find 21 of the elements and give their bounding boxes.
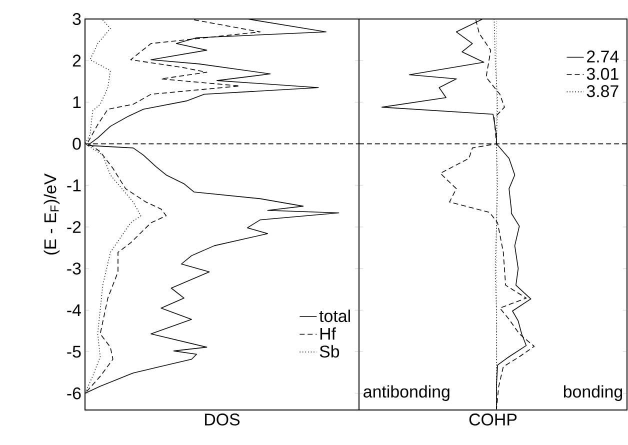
y-tick-label: -2 (67, 221, 81, 233)
legend-label: Sb (320, 345, 340, 358)
legend-label: total (319, 310, 350, 322)
y-tick-label: 0 (72, 138, 81, 150)
y-tick-label: 1 (73, 96, 81, 108)
y-axis-title: (E - E$_{F}$)/eV (44, 174, 60, 254)
legend-label: Hf (320, 327, 336, 340)
y-tick-label: 3 (72, 13, 81, 26)
y-tick-label: -6 (67, 387, 81, 400)
legend-label: 3.87 (586, 85, 618, 98)
annotation: antibonding (364, 385, 450, 401)
y-tick-label: -5 (67, 346, 81, 358)
y-tick-label: -4 (67, 304, 81, 316)
legend-label: 3.01 (586, 68, 618, 80)
text: bonding (564, 385, 622, 401)
legend-label: 2.74 (587, 50, 619, 62)
y-tick-label: -1 (67, 180, 81, 192)
y-tick-label: 2 (72, 54, 81, 67)
x-axis-title: COHP (469, 414, 517, 426)
x-axis-title: DOS (205, 414, 240, 426)
y-tick-label: -3 (67, 262, 81, 275)
